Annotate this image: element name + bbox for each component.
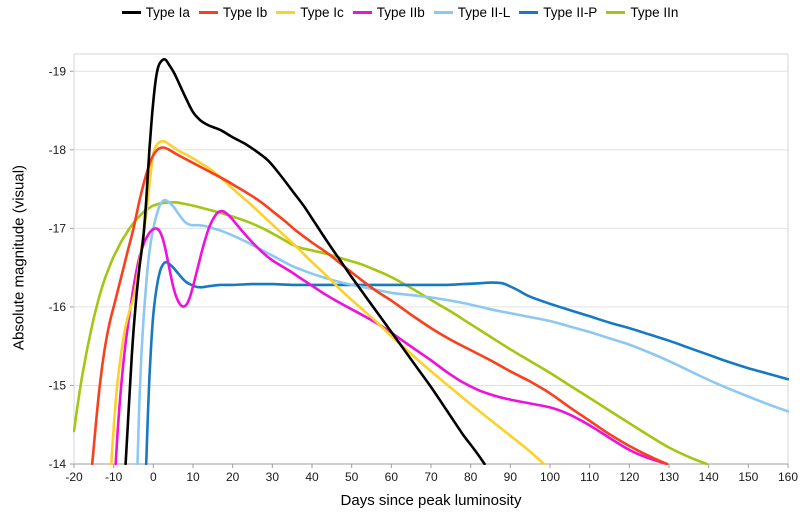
x-tick-label: 0 [150, 470, 157, 484]
legend-label: Type II-P [543, 5, 598, 20]
series-line-type-ic [110, 139, 546, 465]
legend-label: Type Ic [300, 5, 344, 20]
x-tick-label: 130 [659, 470, 679, 484]
legend-line-marker [433, 11, 453, 14]
y-axis-title: Absolute magnitude (visual) [10, 164, 28, 351]
x-tick-label: 80 [464, 470, 478, 484]
y-tick-label: -14 [49, 457, 67, 471]
y-tick-label: -17 [49, 221, 67, 235]
legend-line-marker [352, 11, 372, 14]
x-tick-label: -10 [105, 470, 123, 484]
y-tick-label: -15 [49, 378, 67, 392]
chart-legend: Type Ia Type Ib Type Ic Type IIb Type II-L Ty… [0, 5, 800, 20]
series-line-type-iib [114, 209, 669, 465]
legend-item-type-ii-p: Type II-P [519, 5, 597, 20]
series-lines [73, 57, 789, 465]
series-line-type-ii-l [136, 198, 789, 465]
x-tick-label: 150 [738, 470, 758, 484]
x-tick-label: 160 [778, 470, 798, 484]
legend-label: Type Ib [222, 5, 268, 20]
legend-label: Type IIb [376, 5, 425, 20]
x-tick-label: 90 [504, 470, 518, 484]
legend-line-marker [519, 11, 539, 14]
legend-label: Type II-L [457, 5, 511, 20]
x-tick-label: 20 [226, 470, 240, 484]
gridlines [70, 70, 788, 465]
x-tick-label: 110 [580, 470, 599, 484]
legend-item-type-ii-l: Type II-L [433, 5, 511, 20]
legend-line-marker [606, 11, 626, 14]
x-tick-label: 60 [385, 470, 399, 484]
x-tick-label: 70 [424, 470, 438, 484]
x-axis-title: Days since peak luminosity [340, 492, 522, 509]
legend-line-marker [276, 11, 296, 14]
x-tick-label: 30 [266, 470, 280, 484]
legend-item-type-iin: Type IIn [606, 5, 678, 20]
series-line-type-ia [124, 57, 486, 465]
legend-item-type-ic: Type Ic [276, 5, 344, 20]
x-tick-label: 100 [540, 470, 560, 484]
legend-label: Type Ia [145, 5, 190, 20]
x-tick-label: 40 [305, 470, 319, 484]
series-line-type-ii-p [144, 260, 789, 465]
x-tick-label: -20 [65, 470, 83, 484]
legend-item-type-iib: Type IIb [352, 5, 425, 20]
y-axis-tick-labels: -19 -18 -17 -16 -15 -14 [49, 64, 67, 471]
y-tick-label: -19 [49, 64, 67, 78]
x-tick-label: 50 [345, 470, 359, 484]
x-tick-label: 140 [699, 470, 719, 484]
legend-line-marker [198, 11, 218, 14]
series-line-type-ib [90, 146, 669, 465]
legend-label: Type IIn [630, 5, 679, 20]
x-tick-label: 120 [619, 470, 639, 484]
legend-line-marker [121, 11, 141, 14]
series-line-type-iin [73, 200, 708, 465]
x-axis-tick-labels: -20 -10 0 10 20 30 40 50 60 70 80 90 100 110 120 130 140… [65, 464, 798, 484]
plot-frame [73, 53, 789, 465]
legend-item-type-ib: Type Ib [198, 5, 268, 20]
y-tick-label: -18 [49, 143, 67, 157]
y-tick-label: -16 [49, 300, 67, 314]
x-tick-label: 10 [186, 470, 200, 484]
legend-item-type-ia: Type Ia [121, 5, 190, 20]
